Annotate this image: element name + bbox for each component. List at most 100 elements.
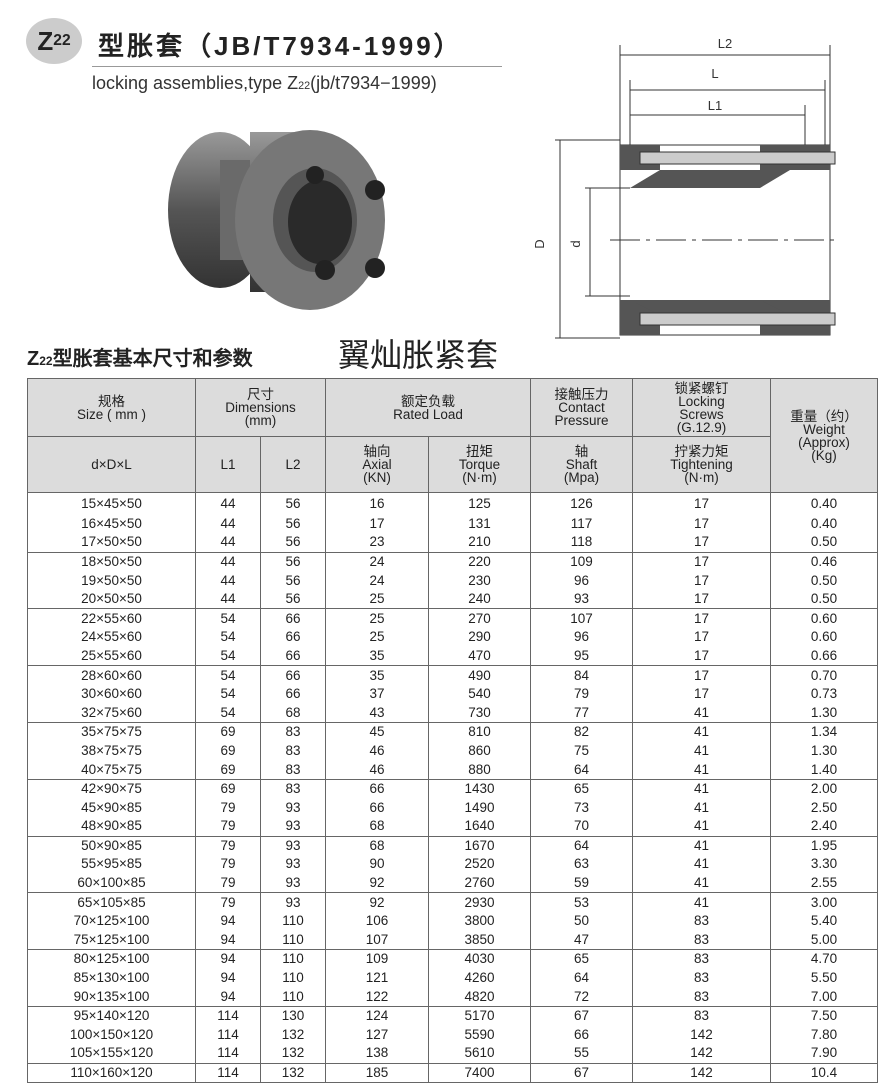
table-row: 70×125×100 94 110 106 3800 50 83 5.40	[27, 911, 878, 931]
table-cell: 79	[195, 798, 261, 817]
table-cell: 1.30	[770, 741, 878, 761]
table-cell: 50	[530, 911, 633, 931]
table-cell: 90	[325, 855, 429, 874]
table-cell: 3.00	[770, 892, 878, 912]
table-cell: 93	[260, 855, 326, 874]
table-cell: 44	[195, 589, 261, 610]
table-cell: 7.80	[770, 1025, 878, 1045]
table-row: 16×45×50 44 56 17 131 117 17 0.40	[27, 514, 878, 534]
table-cell: 0.66	[770, 646, 878, 667]
table-cell: 130	[260, 1006, 326, 1026]
table-cell: 68	[325, 836, 429, 856]
table-cell: 126	[530, 492, 633, 515]
table-cell: 107	[530, 608, 633, 629]
table-cell: 114	[195, 1006, 261, 1026]
table-row: 55×95×85 79 93 90 2520 63 41 3.30	[27, 855, 878, 874]
section-text: Z	[27, 348, 40, 370]
table-cell: 85×130×100	[27, 968, 196, 988]
table-cell: 142	[632, 1044, 771, 1064]
header-line: d×D×L	[91, 457, 132, 472]
table-cell: 73	[530, 798, 633, 817]
table-cell: 110	[260, 911, 326, 931]
header-cell: 额定负载 Rated Load	[325, 378, 531, 437]
table-cell: 470	[428, 646, 531, 667]
table-cell: 55×95×85	[27, 855, 196, 874]
table-cell: 65×105×85	[27, 892, 196, 912]
table-cell: 114	[195, 1063, 261, 1083]
dim-label: d	[568, 240, 583, 247]
dim-label: D	[532, 239, 547, 248]
table-cell: 93	[260, 892, 326, 912]
table-cell: 41	[632, 798, 771, 817]
table-row: 85×130×100 94 110 121 4260 64 83 5.50	[27, 968, 878, 988]
subtitle-sub: 22	[298, 80, 311, 92]
table-cell: 1.40	[770, 760, 878, 780]
header-cell: L1	[195, 436, 261, 493]
section-title: Z22型胀套基本尺寸和参数	[27, 342, 253, 371]
table-cell: 17	[632, 533, 771, 553]
table-cell: 105×155×120	[27, 1044, 196, 1064]
table-row: 95×140×120 114 130 124 5170 67 83 7.50	[27, 1006, 878, 1026]
table-cell: 41	[632, 855, 771, 874]
table-cell: 83	[260, 741, 326, 761]
table-cell: 83	[260, 722, 326, 742]
table-cell: 94	[195, 968, 261, 988]
table-cell: 35×75×75	[27, 722, 196, 742]
table-row: 18×50×50 44 56 24 220 109 17 0.46	[27, 552, 878, 572]
table-cell: 44	[195, 492, 261, 515]
table-cell: 80×125×100	[27, 949, 196, 969]
table-cell: 22×55×60	[27, 608, 196, 629]
badge-letter: Z	[37, 25, 54, 56]
header-line: (Approx)	[798, 434, 850, 450]
table-cell: 83	[632, 987, 771, 1007]
table-cell: 42×90×75	[27, 779, 196, 799]
table-cell: 83	[260, 779, 326, 799]
dim-label: L2	[718, 36, 732, 51]
table-cell: 0.46	[770, 552, 878, 572]
table-cell: 79	[195, 817, 261, 837]
table-cell: 54	[195, 703, 261, 724]
table-cell: 5610	[428, 1044, 531, 1064]
table-cell: 41	[632, 703, 771, 724]
table-cell: 2.50	[770, 798, 878, 817]
table-cell: 109	[325, 949, 429, 969]
table-cell: 132	[260, 1025, 326, 1045]
table-cell: 24	[325, 571, 429, 590]
table-cell: 122	[325, 987, 429, 1007]
table-row: 45×90×85 79 93 66 1490 73 41 2.50	[27, 798, 878, 817]
table-cell: 0.40	[770, 514, 878, 534]
table-cell: 131	[428, 514, 531, 534]
section-sub: 22	[39, 354, 53, 368]
table-cell: 7.90	[770, 1044, 878, 1064]
header-cell: L2	[260, 436, 326, 493]
table-cell: 17	[632, 646, 771, 667]
table-cell: 117	[530, 514, 633, 534]
table-cell: 47	[530, 930, 633, 951]
table-cell: 3850	[428, 930, 531, 951]
table-cell: 127	[325, 1025, 429, 1045]
product-photo	[168, 130, 385, 310]
table-cell: 41	[632, 892, 771, 912]
table-cell: 60×100×85	[27, 873, 196, 894]
table-cell: 5.00	[770, 930, 878, 951]
header-cell: 拧紧力矩 Tightening (N·m)	[632, 436, 771, 493]
table-cell: 64	[530, 836, 633, 856]
table-cell: 24×55×60	[27, 628, 196, 647]
table-row: 22×55×60 54 66 25 270 107 17 0.60	[27, 608, 878, 629]
table-cell: 230	[428, 571, 531, 590]
table-cell: 41	[632, 722, 771, 742]
table-cell: 17	[632, 552, 771, 572]
table-cell: 142	[632, 1063, 771, 1083]
table-cell: 38×75×75	[27, 741, 196, 761]
header-line: 额定负载	[401, 393, 455, 409]
table-cell: 82	[530, 722, 633, 742]
table-cell: 5.50	[770, 968, 878, 988]
table-cell: 40×75×75	[27, 760, 196, 780]
header-line: (mm)	[244, 413, 277, 428]
table-cell: 0.50	[770, 533, 878, 553]
table-cell: 41	[632, 817, 771, 837]
table-cell: 79	[530, 684, 633, 704]
header-cell: 尺寸 Dimensions (mm)	[195, 378, 326, 437]
header-line: Screws	[679, 406, 724, 422]
table-cell: 1.95	[770, 836, 878, 856]
